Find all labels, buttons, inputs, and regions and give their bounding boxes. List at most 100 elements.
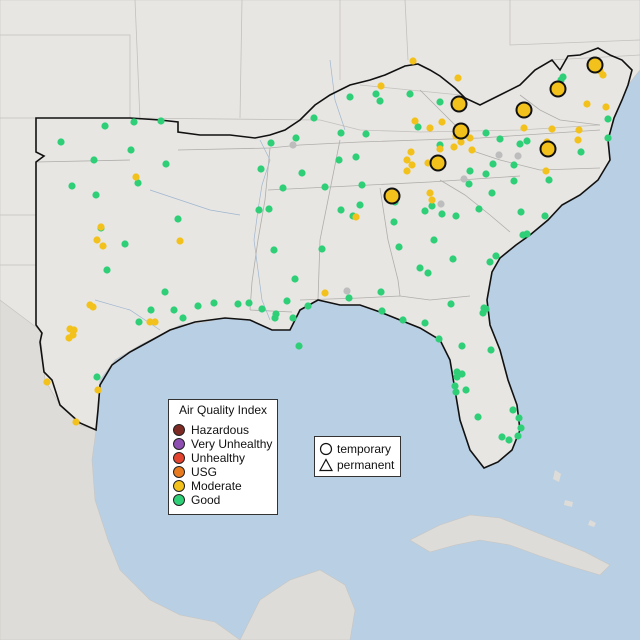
monitor-marker-moderate xyxy=(468,146,476,154)
temporary-monitor-marker-moderate xyxy=(429,154,447,172)
region-outline xyxy=(35,47,633,469)
monitor-marker-good xyxy=(559,73,567,81)
legend-label: Very Unhealthy xyxy=(191,436,273,451)
aqi-legend: Air Quality Index Hazardous Very Unhealt… xyxy=(168,399,278,515)
monitor-marker-good xyxy=(101,122,109,130)
temporary-monitor-marker-moderate xyxy=(452,122,470,140)
monitor-marker-moderate xyxy=(520,124,528,132)
monitor-marker-good xyxy=(496,135,504,143)
monitor-marker-moderate xyxy=(411,117,419,125)
monitor-marker-good xyxy=(465,180,473,188)
temporary-monitor-marker-moderate xyxy=(383,187,401,205)
monitor-marker-good xyxy=(346,93,354,101)
monitor-marker-no-data xyxy=(495,151,503,159)
usg-swatch xyxy=(173,465,185,478)
monitor-marker-good xyxy=(449,255,457,263)
monitor-marker-good xyxy=(406,90,414,98)
monitor-marker-good xyxy=(170,306,178,314)
monitor-marker-good xyxy=(577,148,585,156)
monitor-marker-no-data xyxy=(289,141,297,149)
monitor-marker-good xyxy=(510,177,518,185)
monitor-marker-good xyxy=(162,160,170,168)
monitor-marker-good xyxy=(430,236,438,244)
legend-label: Moderate xyxy=(191,478,242,493)
monitor-marker-good xyxy=(509,406,517,414)
monitor-marker-no-data xyxy=(343,287,351,295)
monitor-marker-good xyxy=(474,413,482,421)
monitor-marker-good xyxy=(492,252,500,260)
monitor-marker-good xyxy=(514,432,522,440)
monitor-marker-moderate xyxy=(89,303,97,311)
very-unhealthy-swatch xyxy=(173,437,185,450)
monitor-marker-moderate xyxy=(352,213,360,221)
monitor-marker-good xyxy=(505,436,513,444)
legend-label: USG xyxy=(191,464,218,479)
monitor-marker-good xyxy=(130,118,138,126)
monitor-marker-good xyxy=(421,319,429,327)
monitor-marker-good xyxy=(337,206,345,214)
monitor-marker-good xyxy=(271,314,279,322)
monitor-marker-good xyxy=(475,205,483,213)
monitor-marker-moderate xyxy=(321,289,329,297)
monitor-marker-moderate xyxy=(575,126,583,134)
monitor-marker-good xyxy=(482,129,490,137)
monitor-marker-moderate xyxy=(599,71,607,79)
monitor-marker-good xyxy=(436,98,444,106)
monitor-marker-good xyxy=(377,288,385,296)
monitor-marker-moderate xyxy=(450,143,458,151)
monitor-marker-good xyxy=(270,246,278,254)
hazardous-swatch xyxy=(173,423,185,436)
monitor-marker-good xyxy=(283,297,291,305)
monitor-marker-good xyxy=(479,309,487,317)
temporary-monitor-marker-moderate xyxy=(515,101,533,119)
monitor-marker-moderate xyxy=(542,167,550,175)
monitor-marker-good xyxy=(174,215,182,223)
monitor-marker-good xyxy=(93,373,101,381)
monitor-marker-moderate xyxy=(132,173,140,181)
monitor-marker-good xyxy=(453,373,461,381)
monitor-marker-good xyxy=(519,231,527,239)
monitor-marker-good xyxy=(438,210,446,218)
monitor-marker-good xyxy=(414,123,422,131)
monitor-marker-good xyxy=(458,342,466,350)
monitor-marker-good xyxy=(134,179,142,187)
monitor-marker-moderate xyxy=(454,74,462,82)
monitor-marker-moderate xyxy=(548,125,556,133)
monitor-marker-good xyxy=(157,117,165,125)
monitor-marker-moderate xyxy=(99,242,107,250)
monitor-marker-good xyxy=(57,138,65,146)
monitor-marker-good xyxy=(194,302,202,310)
legend-item-moderate: Moderate xyxy=(173,478,242,493)
monitor-marker-good xyxy=(466,167,474,175)
monitor-marker-good xyxy=(545,176,553,184)
legend-title: Air Quality Index xyxy=(179,403,268,417)
monitor-marker-moderate xyxy=(146,318,154,326)
monitor-marker-good xyxy=(345,294,353,302)
monitor-marker-good xyxy=(234,300,242,308)
monitor-marker-good xyxy=(135,318,143,326)
monitor-marker-good xyxy=(424,269,432,277)
monitor-marker-good xyxy=(510,161,518,169)
monitor-marker-moderate xyxy=(65,334,73,342)
monitor-marker-good xyxy=(488,189,496,197)
shape-legend: temporary permanent xyxy=(314,436,401,477)
good-swatch xyxy=(173,493,185,506)
monitor-marker-good xyxy=(279,184,287,192)
monitor-marker-good xyxy=(416,264,424,272)
monitor-marker-good xyxy=(452,388,460,396)
legend-item-hazardous: Hazardous xyxy=(173,422,249,437)
monitor-marker-good xyxy=(92,191,100,199)
monitor-marker-good xyxy=(304,302,312,310)
monitor-marker-moderate xyxy=(43,378,51,386)
monitor-marker-moderate xyxy=(408,161,416,169)
monitor-marker-moderate xyxy=(151,318,159,326)
monitor-marker-moderate xyxy=(574,136,582,144)
monitor-marker-moderate xyxy=(426,124,434,132)
permanent-label: permanent xyxy=(337,457,395,472)
monitor-marker-moderate xyxy=(94,386,102,394)
monitor-marker-good xyxy=(376,97,384,105)
monitor-marker-good xyxy=(541,212,549,220)
monitor-marker-good xyxy=(245,299,253,307)
monitor-marker-moderate xyxy=(72,418,80,426)
monitor-marker-good xyxy=(335,156,343,164)
